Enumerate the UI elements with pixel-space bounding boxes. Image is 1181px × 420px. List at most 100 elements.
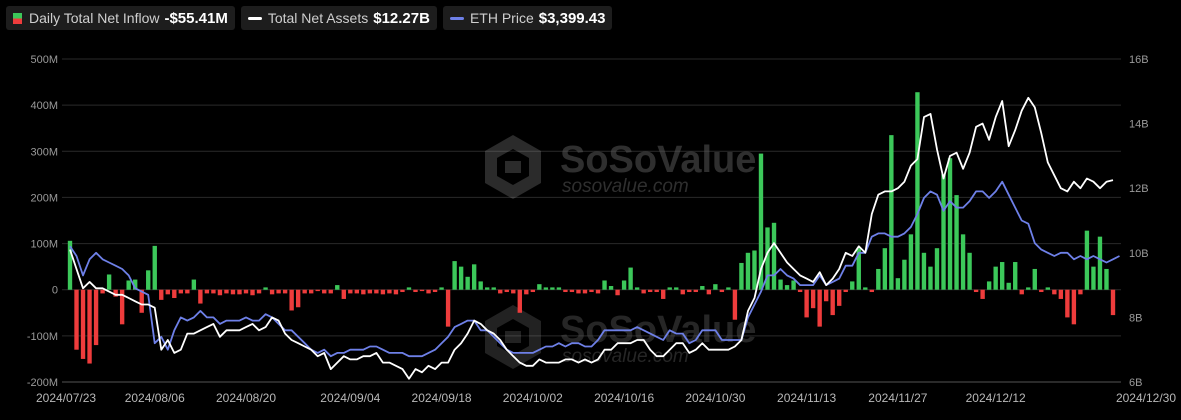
- inflow-bar[interactable]: [706, 289, 712, 295]
- inflow-bar[interactable]: [595, 289, 601, 294]
- inflow-bar[interactable]: [80, 289, 86, 359]
- inflow-bar[interactable]: [439, 287, 444, 290]
- inflow-bar[interactable]: [361, 289, 366, 295]
- inflow-bar[interactable]: [309, 289, 314, 294]
- inflow-bar[interactable]: [869, 289, 874, 293]
- inflow-bar[interactable]: [641, 289, 646, 294]
- inflow-bar[interactable]: [74, 289, 79, 350]
- inflow-bar[interactable]: [856, 248, 861, 290]
- inflow-bar[interactable]: [863, 287, 868, 290]
- inflow-bar[interactable]: [185, 289, 190, 294]
- inflow-bar[interactable]: [341, 289, 346, 299]
- inflow-bar[interactable]: [100, 289, 105, 294]
- inflow-bar[interactable]: [1052, 289, 1057, 295]
- inflow-bar[interactable]: [367, 289, 373, 294]
- inflow-bar[interactable]: [504, 289, 509, 293]
- inflow-bar[interactable]: [243, 289, 249, 294]
- inflow-bar[interactable]: [485, 287, 490, 290]
- inflow-bar[interactable]: [589, 289, 594, 293]
- legend-assets[interactable]: Total Net Assets $12.27B: [240, 6, 437, 30]
- inflow-bar[interactable]: [224, 289, 229, 294]
- inflow-bar[interactable]: [1013, 262, 1018, 290]
- inflow-bar[interactable]: [237, 289, 242, 295]
- inflow-bar[interactable]: [537, 284, 542, 290]
- inflow-bar[interactable]: [569, 289, 575, 293]
- inflow-bar[interactable]: [1045, 287, 1050, 290]
- inflow-bar[interactable]: [941, 174, 946, 290]
- inflow-bar[interactable]: [511, 289, 516, 294]
- inflow-bar[interactable]: [771, 222, 777, 290]
- inflow-bar[interactable]: [850, 281, 855, 290]
- inflow-bar[interactable]: [406, 287, 412, 290]
- inflow-bar[interactable]: [693, 289, 698, 293]
- inflow-bar[interactable]: [654, 289, 659, 293]
- inflow-bar[interactable]: [797, 289, 803, 293]
- inflow-bar[interactable]: [452, 261, 457, 290]
- inflow-bar[interactable]: [1091, 266, 1096, 290]
- inflow-bar[interactable]: [556, 287, 562, 290]
- inflow-bar[interactable]: [745, 252, 751, 290]
- inflow-bar[interactable]: [498, 289, 503, 294]
- inflow-bar[interactable]: [791, 280, 796, 290]
- inflow-bar[interactable]: [830, 289, 835, 316]
- inflow-bar[interactable]: [700, 286, 705, 290]
- legend-price[interactable]: ETH Price $3,399.43: [442, 6, 613, 30]
- inflow-bar[interactable]: [295, 289, 301, 308]
- inflow-bar[interactable]: [348, 289, 353, 294]
- inflow-bar[interactable]: [172, 289, 177, 299]
- inflow-bar[interactable]: [426, 289, 431, 294]
- inflow-bar[interactable]: [413, 289, 418, 293]
- inflow-bar[interactable]: [198, 289, 203, 304]
- inflow-bar[interactable]: [726, 287, 731, 290]
- inflow-bar[interactable]: [784, 285, 790, 290]
- inflow-bar[interactable]: [674, 287, 679, 290]
- inflow-bar[interactable]: [139, 289, 144, 313]
- inflow-bar[interactable]: [1097, 236, 1103, 290]
- inflow-bar[interactable]: [387, 289, 392, 294]
- inflow-bar[interactable]: [393, 289, 399, 295]
- inflow-bar[interactable]: [765, 227, 770, 290]
- inflow-bar[interactable]: [432, 289, 438, 293]
- inflow-bar[interactable]: [582, 289, 588, 294]
- inflow-bar[interactable]: [478, 281, 483, 290]
- inflow-bar[interactable]: [550, 287, 555, 290]
- inflow-bar[interactable]: [1071, 289, 1077, 325]
- inflow-bar[interactable]: [524, 289, 529, 295]
- inflow-bar[interactable]: [947, 158, 953, 290]
- inflow-bar[interactable]: [967, 252, 972, 290]
- inflow-bar[interactable]: [915, 92, 920, 290]
- inflow-bar[interactable]: [823, 289, 829, 302]
- inflow-bar[interactable]: [93, 289, 99, 346]
- inflow-bar[interactable]: [895, 278, 901, 290]
- inflow-bar[interactable]: [315, 289, 320, 292]
- inflow-bar[interactable]: [758, 153, 764, 290]
- inflow-bar[interactable]: [628, 267, 633, 290]
- inflow-bar[interactable]: [876, 268, 881, 290]
- inflow-bar[interactable]: [667, 287, 672, 290]
- inflow-bar[interactable]: [563, 289, 568, 293]
- inflow-bar[interactable]: [608, 286, 614, 290]
- inflow-bar[interactable]: [276, 289, 281, 294]
- inflow-bar[interactable]: [445, 289, 451, 327]
- inflow-bar[interactable]: [354, 289, 360, 294]
- inflow-bar[interactable]: [934, 248, 940, 290]
- inflow-bar[interactable]: [517, 289, 522, 313]
- legend-inflow[interactable]: Daily Total Net Inflow -$55.41M: [6, 6, 235, 30]
- inflow-bar[interactable]: [263, 287, 268, 290]
- inflow-bar[interactable]: [928, 266, 933, 290]
- inflow-bar[interactable]: [921, 252, 927, 290]
- inflow-bar[interactable]: [250, 289, 255, 296]
- inflow-bar[interactable]: [211, 289, 216, 294]
- inflow-bar[interactable]: [491, 287, 496, 290]
- inflow-bar[interactable]: [810, 289, 816, 309]
- inflow-bar[interactable]: [804, 289, 809, 318]
- inflow-bar[interactable]: [999, 262, 1005, 290]
- inflow-bar[interactable]: [1058, 289, 1064, 299]
- inflow-bar[interactable]: [889, 135, 894, 290]
- inflow-bar[interactable]: [986, 281, 992, 290]
- inflow-bar[interactable]: [178, 289, 184, 294]
- inflow-bar[interactable]: [87, 289, 92, 364]
- inflow-bar[interactable]: [1039, 289, 1044, 293]
- inflow-bar[interactable]: [191, 279, 197, 290]
- inflow-bar[interactable]: [133, 279, 138, 290]
